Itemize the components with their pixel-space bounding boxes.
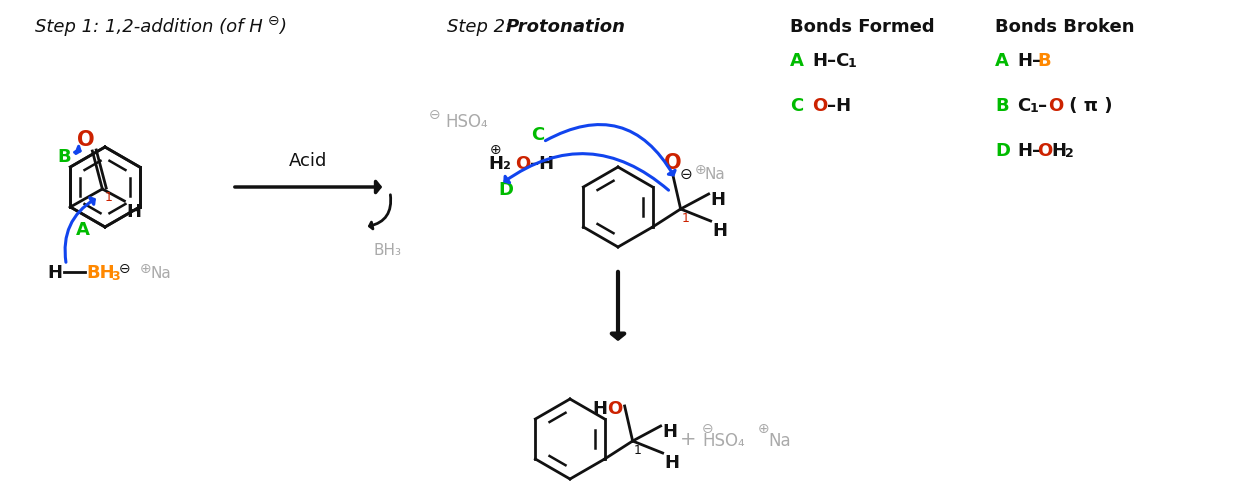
Text: 1: 1 bbox=[847, 57, 856, 70]
Text: –H: –H bbox=[827, 97, 851, 115]
Text: ): ) bbox=[280, 18, 286, 36]
Text: H₂: H₂ bbox=[488, 155, 510, 173]
Text: H: H bbox=[713, 221, 728, 239]
Text: C: C bbox=[1017, 97, 1031, 115]
Text: B: B bbox=[995, 97, 1008, 115]
Text: O: O bbox=[812, 97, 827, 115]
Text: O: O bbox=[515, 155, 530, 173]
Text: 3: 3 bbox=[111, 270, 120, 283]
Text: 1: 1 bbox=[681, 211, 689, 224]
Text: O: O bbox=[1037, 142, 1052, 160]
Text: C: C bbox=[790, 97, 804, 115]
Text: 1: 1 bbox=[1030, 102, 1038, 115]
Text: D: D bbox=[995, 142, 1010, 160]
Text: A: A bbox=[790, 52, 804, 70]
Text: H: H bbox=[1051, 142, 1066, 160]
Text: ( π ): ( π ) bbox=[1063, 97, 1112, 115]
Text: Step 1: 1,2-addition (of H: Step 1: 1,2-addition (of H bbox=[35, 18, 263, 36]
Text: H: H bbox=[710, 190, 725, 208]
Text: HSO₄: HSO₄ bbox=[446, 113, 488, 131]
Text: H: H bbox=[663, 422, 678, 440]
Text: Protonation: Protonation bbox=[505, 18, 626, 36]
Text: ⊖: ⊖ bbox=[268, 14, 280, 28]
Text: Step 2:: Step 2: bbox=[447, 18, 517, 36]
Text: O: O bbox=[607, 399, 622, 417]
Text: D: D bbox=[498, 181, 513, 198]
Text: Na: Na bbox=[768, 431, 791, 449]
Text: A: A bbox=[75, 220, 90, 238]
Text: O: O bbox=[664, 153, 681, 173]
Text: 1: 1 bbox=[105, 190, 112, 203]
Text: Na: Na bbox=[150, 266, 171, 281]
Text: H–: H– bbox=[1017, 142, 1041, 160]
Text: ⊖: ⊖ bbox=[429, 108, 441, 122]
Text: –H: –H bbox=[530, 155, 554, 173]
Text: Acid: Acid bbox=[288, 152, 327, 170]
Text: B: B bbox=[57, 148, 71, 166]
Text: ⊕: ⊕ bbox=[758, 421, 770, 435]
Text: H–C: H–C bbox=[812, 52, 850, 70]
Text: A: A bbox=[995, 52, 1008, 70]
Text: ⊖: ⊖ bbox=[680, 167, 693, 182]
Text: ⊕: ⊕ bbox=[695, 163, 706, 177]
Text: B: B bbox=[1037, 52, 1051, 70]
Text: H: H bbox=[47, 264, 62, 282]
Text: ⊕: ⊕ bbox=[490, 143, 502, 157]
Text: Bonds Formed: Bonds Formed bbox=[790, 18, 935, 36]
Text: H–: H– bbox=[1017, 52, 1041, 70]
Text: +: + bbox=[680, 429, 696, 448]
Text: O: O bbox=[1048, 97, 1063, 115]
Text: BH₃: BH₃ bbox=[373, 242, 401, 258]
Text: ⊖: ⊖ bbox=[119, 262, 130, 276]
Text: H: H bbox=[665, 453, 680, 471]
Text: H: H bbox=[126, 202, 141, 220]
Text: ⊖: ⊖ bbox=[703, 421, 714, 435]
Text: –: – bbox=[1038, 97, 1047, 115]
Text: Na: Na bbox=[705, 167, 725, 182]
Text: 2: 2 bbox=[1065, 147, 1073, 160]
Text: H: H bbox=[593, 399, 608, 417]
Text: 1: 1 bbox=[634, 443, 641, 456]
Text: O: O bbox=[76, 130, 94, 150]
Text: HSO₄: HSO₄ bbox=[703, 431, 745, 449]
Text: Bonds Broken: Bonds Broken bbox=[995, 18, 1134, 36]
Text: C: C bbox=[532, 126, 544, 144]
Text: ⊕: ⊕ bbox=[140, 262, 151, 276]
Text: BH: BH bbox=[86, 264, 115, 282]
